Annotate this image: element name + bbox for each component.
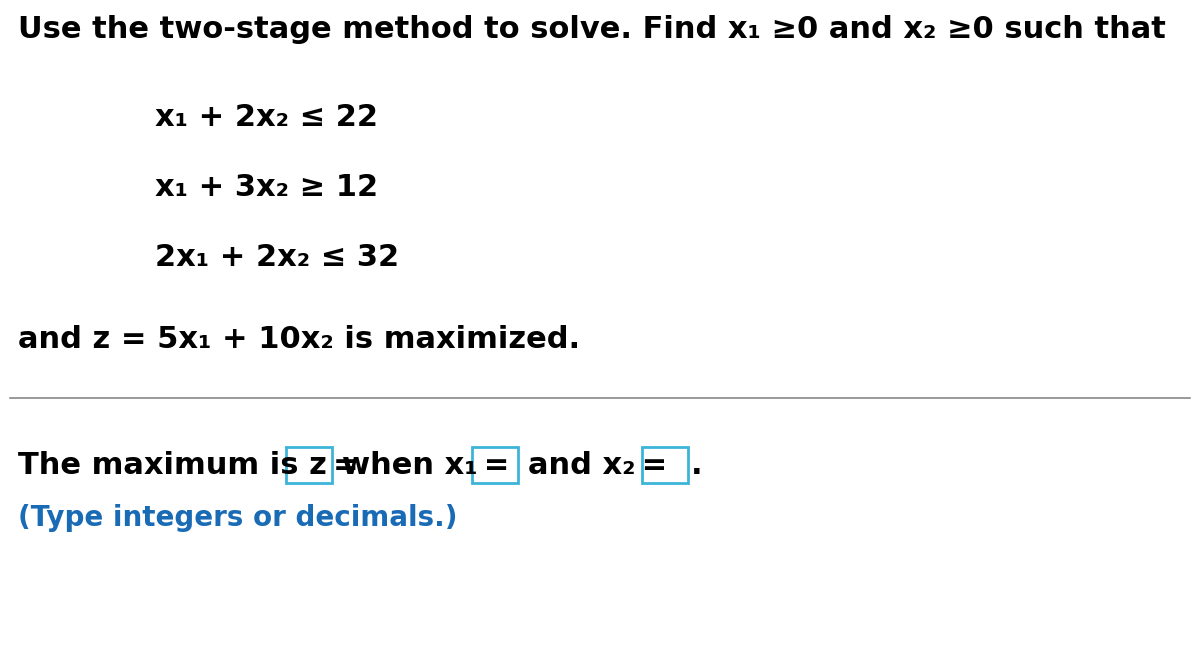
Text: x₁ + 2x₂ ≤ 22: x₁ + 2x₂ ≤ 22 (155, 103, 378, 132)
Text: when x₁ =: when x₁ = (342, 451, 509, 479)
Bar (286, 447, 332, 483)
Text: 2x₁ + 2x₂ ≤ 32: 2x₁ + 2x₂ ≤ 32 (155, 244, 400, 272)
Text: (Type integers or decimals.): (Type integers or decimals.) (18, 504, 457, 532)
Text: .: . (691, 451, 703, 479)
Bar (642, 447, 688, 483)
Text: x₁ + 3x₂ ≥ 12: x₁ + 3x₂ ≥ 12 (155, 174, 378, 202)
Text: Use the two-stage method to solve. Find x₁ ≥0 and x₂ ≥0 such that: Use the two-stage method to solve. Find … (18, 16, 1166, 45)
Text: and x₂ =: and x₂ = (528, 451, 667, 479)
Text: and z = 5x₁ + 10x₂ is maximized.: and z = 5x₁ + 10x₂ is maximized. (18, 326, 580, 354)
Text: The maximum is z =: The maximum is z = (18, 451, 359, 479)
Bar (472, 447, 518, 483)
